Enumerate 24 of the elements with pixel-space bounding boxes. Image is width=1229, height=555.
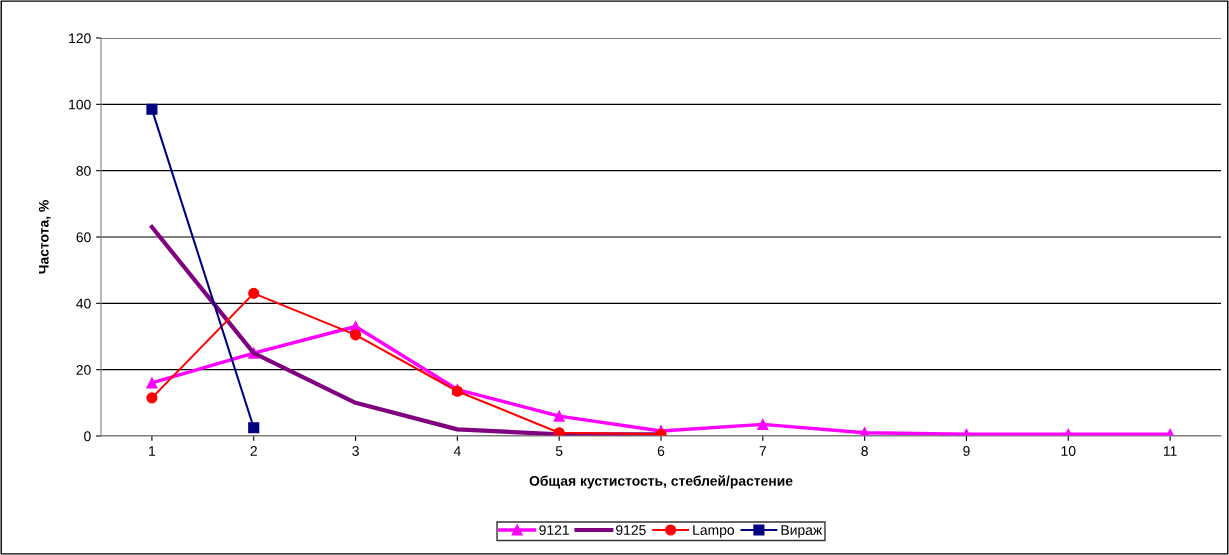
x-tick-label: 11 <box>1163 446 1177 456</box>
y-tick-label: 40 <box>76 298 91 309</box>
y-tick-label: 60 <box>76 232 91 243</box>
legend-label: Lampo <box>693 525 735 538</box>
x-tick-label: 9 <box>963 446 970 456</box>
y-axis-title: Частота, % <box>38 200 51 274</box>
x-tick-label: 5 <box>555 446 563 456</box>
x-tick-label: 10 <box>1061 446 1076 456</box>
x-tick-label: 1 <box>149 446 156 456</box>
x-axis-title: Общая кустистость, стеблей/растение <box>529 475 793 489</box>
x-tick-label: 8 <box>861 446 868 456</box>
y-tick-label: 80 <box>76 166 91 176</box>
x-tick-label: 4 <box>453 446 461 456</box>
legend-label: Вираж <box>781 525 823 538</box>
legend-label: 9121 <box>539 525 569 535</box>
x-tick-label: 6 <box>657 446 665 456</box>
y-tick-label: 0 <box>84 431 91 442</box>
x-tick-label: 2 <box>250 446 257 456</box>
y-tick-label: 100 <box>69 99 91 110</box>
x-tick-label: 3 <box>352 446 359 456</box>
y-tick-label: 120 <box>69 33 91 44</box>
x-tick-label: 7 <box>759 446 766 456</box>
y-tick-label: 20 <box>76 365 91 375</box>
legend-label: 9125 <box>616 525 646 535</box>
